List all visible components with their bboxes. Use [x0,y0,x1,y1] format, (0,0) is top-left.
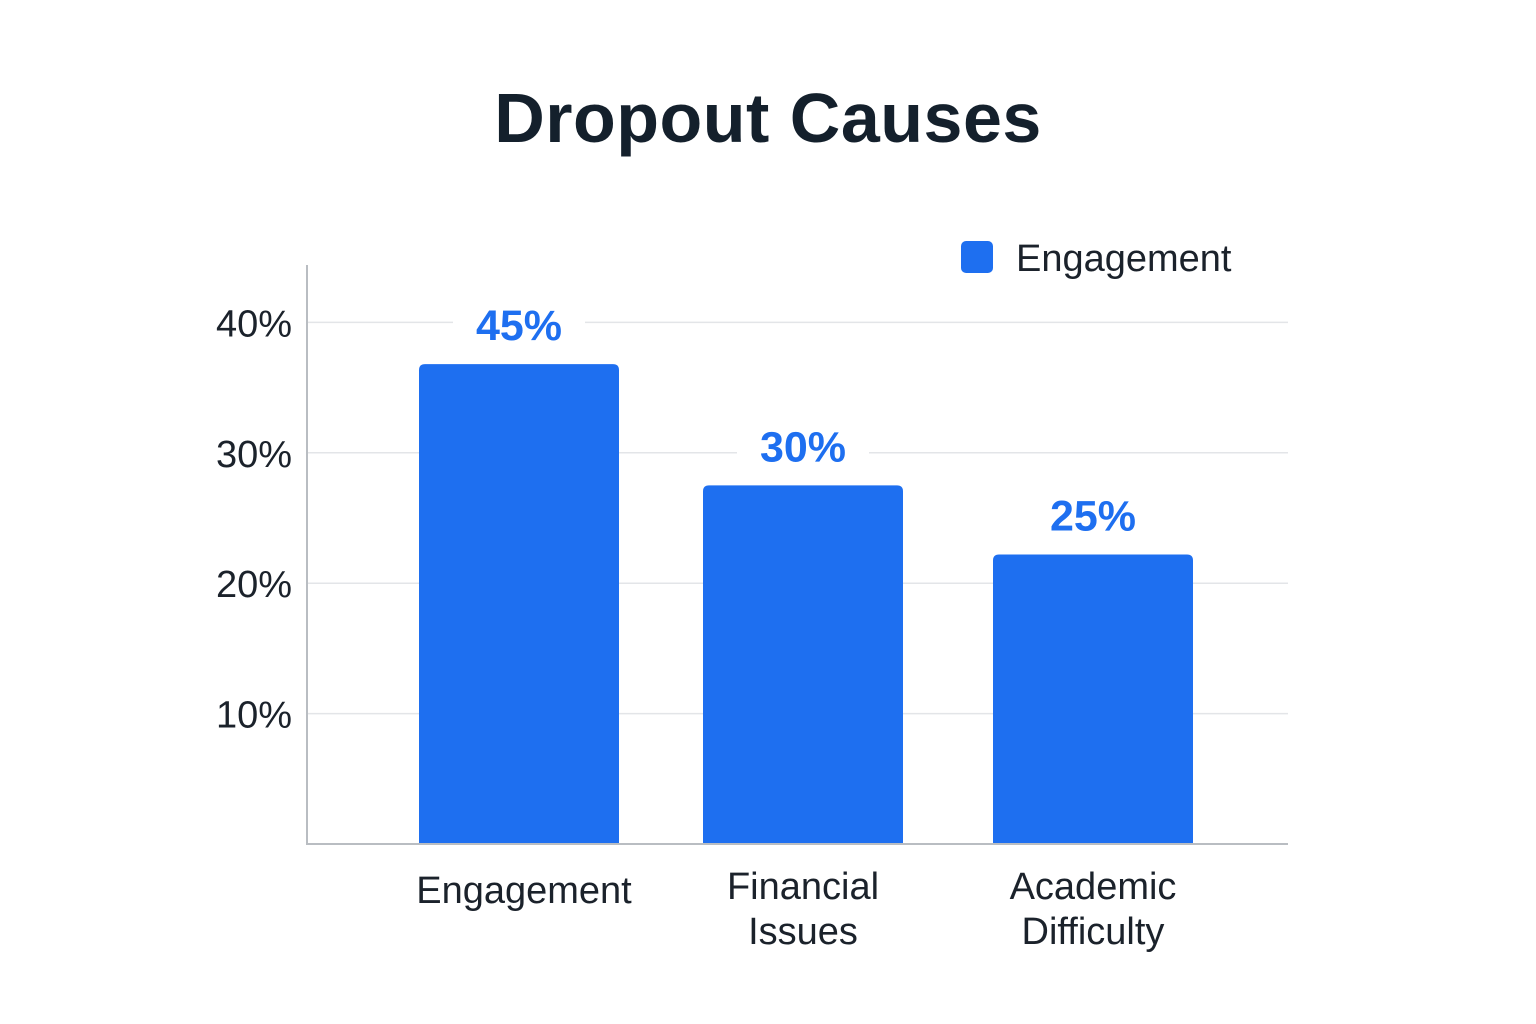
y-tick-label: 40% [216,303,292,345]
category-label: Difficulty [1022,911,1165,953]
data-label: 45% [476,302,562,350]
category-label: Financial [727,866,879,908]
category-label: Engagement [416,870,632,912]
y-tick-label: 10% [216,695,292,737]
axes [306,265,1288,845]
axis-lines [306,265,1288,845]
data-labels: 45% 30% 25% [453,300,1159,543]
data-label-background [1027,490,1159,543]
bar [993,554,1193,844]
category-label: Issues [748,911,858,953]
bar [419,364,619,844]
bar [703,485,903,844]
legend-swatch [961,241,993,273]
y-tick-label: 30% [216,434,292,476]
data-label: 30% [760,423,846,471]
data-label: 25% [1050,493,1136,541]
chart-title: Dropout Causes [494,79,1042,157]
data-label-background [737,421,869,474]
data-label-background [453,300,585,353]
legend-label: Engagement [1016,238,1232,280]
y-tick-labels: 10% 20% 30% 40% [216,303,292,736]
category-label: Academic [1010,866,1177,908]
legend: Engagement [961,238,1232,280]
y-tick-label: 20% [216,564,292,606]
bars [419,364,1193,844]
